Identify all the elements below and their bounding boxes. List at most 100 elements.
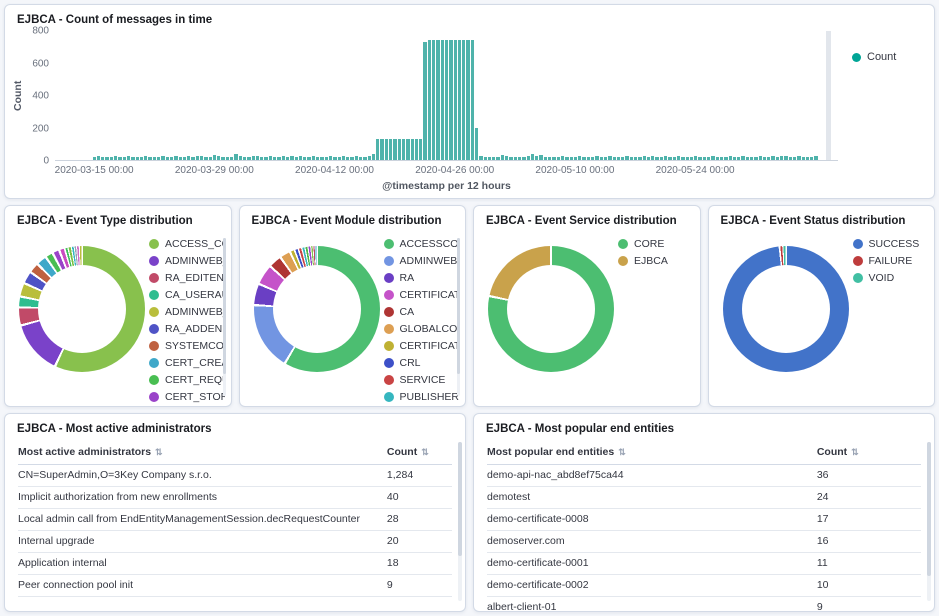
histogram-bar[interactable] [492,156,496,160]
histogram-bar[interactable] [741,156,745,160]
histogram-bar[interactable] [444,40,449,160]
table-row[interactable]: demotest 24 [487,486,921,509]
table-cell[interactable]: 20 [386,530,452,553]
histogram-bar[interactable] [294,156,298,160]
histogram-bar[interactable] [449,39,453,160]
histogram-bar[interactable] [118,156,122,160]
table-row[interactable]: demoserver.com 16 [487,530,921,553]
histogram-bar[interactable] [380,138,384,160]
histogram-bar[interactable] [608,156,612,160]
histogram-bar[interactable] [341,156,346,160]
histogram-bar[interactable] [212,155,217,160]
histogram-bar[interactable] [260,156,264,160]
histogram-bar[interactable] [419,139,423,160]
histogram-bar[interactable] [432,39,436,160]
histogram-bar[interactable] [328,156,333,160]
histogram-bar[interactable] [565,156,569,160]
histogram-bar[interactable] [397,138,401,160]
histogram-bar[interactable] [470,40,474,160]
histogram-bar[interactable] [625,156,629,160]
histogram-bar[interactable] [358,156,363,160]
histogram-bar[interactable] [505,156,509,160]
histogram-bar[interactable] [651,155,655,160]
table-cell[interactable]: 9 [386,574,452,597]
histogram-bar[interactable] [346,156,350,160]
histogram-bar[interactable] [303,156,307,160]
table-row[interactable]: Implicit authorization from new enrollme… [18,486,452,509]
histogram-bar[interactable] [285,156,290,160]
legend-item[interactable]: PUBLISHER [383,391,459,403]
table-row[interactable]: demo-certificate-0008 17 [487,508,921,531]
histogram-bar[interactable] [732,156,737,160]
histogram-bar[interactable] [668,156,672,160]
legend-item[interactable]: SUCCESS [852,238,929,250]
table-cell[interactable]: albert-client-01 [487,596,817,611]
histogram-bar[interactable] [500,155,505,160]
histogram-bar[interactable] [367,155,371,160]
histogram-bar[interactable] [350,156,354,160]
histogram-bar[interactable] [152,156,157,160]
histogram-bar[interactable] [530,153,535,160]
histogram-bar[interactable] [268,156,273,160]
event-type-donut[interactable] [19,246,145,372]
legend-item[interactable]: CERT_STORED [149,391,225,403]
table-cell[interactable]: demo-certificate-0002 [487,574,817,597]
histogram-bar[interactable] [526,156,530,160]
histogram-bar[interactable] [217,156,221,160]
histogram-bar[interactable] [810,156,814,160]
histogram-bar[interactable] [157,156,161,160]
table-row[interactable]: Peer connection pool init 9 [18,574,452,597]
table-cell[interactable]: 1,284 [386,464,452,487]
histogram-bar[interactable] [427,40,432,160]
legend-item[interactable]: CRL [383,357,460,369]
histogram-bar[interactable] [681,157,685,160]
histogram-bar[interactable] [689,156,694,160]
legend-scrollbar[interactable] [457,238,460,396]
table-cell[interactable]: demotest [487,486,817,509]
table-cell[interactable]: demoserver.com [487,530,817,553]
histogram-bar[interactable] [466,39,470,160]
histogram-bar[interactable] [410,139,414,160]
histogram-bar[interactable] [101,156,105,160]
histogram-bar[interactable] [728,156,732,160]
histogram-bar[interactable] [707,156,711,160]
legend-item[interactable]: CERTIFICATEPR... [383,340,459,352]
histogram-bar[interactable] [393,139,397,160]
histogram-bar[interactable] [247,156,251,160]
histogram-bar[interactable] [363,156,367,160]
histogram-bar[interactable] [556,156,560,160]
histogram-bar[interactable] [750,156,754,160]
histogram-bar[interactable] [105,156,109,160]
table-row[interactable]: Application internal 18 [18,552,452,575]
histogram-bar[interactable] [629,156,633,160]
histogram-bar[interactable] [414,138,419,160]
histogram-bar[interactable] [96,156,101,160]
histogram-bar[interactable] [436,40,440,160]
histogram-bar[interactable] [479,156,483,160]
histogram-bar[interactable] [264,156,268,160]
export-formatted-link[interactable]: Formatted [114,610,179,611]
histogram-bar[interactable] [337,156,341,160]
histogram-bar[interactable] [139,156,144,160]
table-cell[interactable]: demo-api-nac_abd8ef75ca44 [487,464,817,487]
legend-item[interactable]: RA [383,272,460,284]
histogram-bar[interactable] [371,153,376,160]
histogram-bar[interactable] [126,156,131,160]
table-scrollbar[interactable] [927,442,931,601]
histogram-bar[interactable] [178,156,182,160]
legend-item[interactable]: CORE [618,238,694,250]
table-cell[interactable]: Implicit authorization from new enrollme… [18,486,387,509]
chart-legend[interactable]: Count [838,31,928,161]
histogram-bar[interactable] [719,156,724,160]
histogram-bar[interactable] [440,40,444,160]
table-cell[interactable]: 28 [386,508,452,531]
histogram-bar[interactable] [200,156,204,160]
table-cell[interactable]: 10 [816,574,921,597]
table-row[interactable]: CN=SuperAdmin,O=3Key Company s.r.o. 1,284 [18,464,452,487]
histogram-bar[interactable] [612,157,616,160]
histogram-bar[interactable] [616,156,621,160]
histogram-bar[interactable] [513,156,517,160]
legend-item[interactable]: VOID [852,272,929,284]
histogram-bar[interactable] [311,156,316,160]
histogram-bar[interactable] [737,156,741,160]
